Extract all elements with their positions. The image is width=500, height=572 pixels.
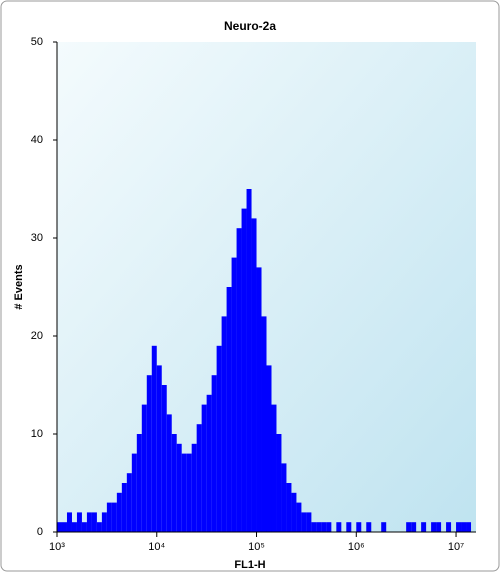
- bar: [81, 522, 87, 532]
- bar: [71, 522, 77, 532]
- bar: [231, 257, 237, 532]
- bar: [411, 522, 417, 532]
- bar: [181, 453, 187, 532]
- bar: [336, 522, 342, 532]
- bar: [111, 502, 117, 532]
- bar: [86, 512, 92, 532]
- bar: [281, 463, 287, 532]
- bar: [176, 443, 182, 532]
- bar: [66, 512, 72, 532]
- y-axis-label: # Events: [13, 264, 25, 309]
- bar: [346, 522, 352, 532]
- bar: [61, 522, 67, 532]
- bar: [101, 512, 107, 532]
- bar: [291, 492, 297, 532]
- bar: [151, 345, 157, 532]
- bar: [76, 512, 82, 532]
- y-tick-label: 50: [31, 36, 43, 48]
- bar: [121, 483, 127, 532]
- bar: [271, 404, 277, 532]
- bar: [276, 434, 282, 532]
- bar: [406, 522, 412, 532]
- bar: [286, 483, 292, 532]
- bar: [301, 512, 307, 532]
- bar: [126, 473, 132, 532]
- bar: [356, 522, 362, 532]
- bar: [256, 267, 262, 532]
- bar: [456, 522, 462, 532]
- y-tick-label: 10: [31, 428, 43, 440]
- bar: [57, 522, 62, 532]
- bar: [326, 522, 332, 532]
- chart-title: Neuro-2a: [224, 19, 276, 33]
- bar: [261, 316, 267, 532]
- bar: [196, 424, 202, 532]
- bar: [186, 453, 192, 532]
- bar: [381, 522, 387, 532]
- y-tick-label: 0: [37, 526, 43, 538]
- bar: [241, 208, 247, 532]
- bar: [311, 522, 317, 532]
- bar: [306, 512, 312, 532]
- bar: [91, 512, 97, 532]
- bar: [166, 414, 172, 532]
- bar: [421, 522, 427, 532]
- bar: [246, 189, 252, 532]
- bar: [461, 522, 467, 532]
- bar: [136, 434, 142, 532]
- x-tick-label: 10⁶: [348, 541, 365, 553]
- bar: [266, 365, 272, 532]
- bar: [171, 434, 177, 532]
- bar: [316, 522, 322, 532]
- x-tick-label: 10³: [49, 541, 65, 553]
- bar: [221, 316, 227, 532]
- bar: [206, 394, 212, 532]
- bar: [131, 453, 137, 532]
- bar: [161, 385, 167, 532]
- bar: [216, 345, 222, 532]
- bar: [116, 492, 122, 532]
- bar: [436, 522, 442, 532]
- bar: [146, 375, 152, 532]
- bar: [466, 522, 472, 532]
- bar: [141, 404, 147, 532]
- bar: [96, 522, 102, 532]
- x-axis-label: FL1-H: [234, 559, 265, 571]
- bar: [366, 522, 372, 532]
- bar: [296, 502, 302, 532]
- bar: [156, 365, 162, 532]
- bar: [226, 287, 232, 532]
- bar: [446, 522, 452, 532]
- bar: [321, 522, 327, 532]
- y-tick-label: 30: [31, 232, 43, 244]
- x-tick-label: 10⁷: [448, 541, 464, 553]
- bar: [431, 522, 437, 532]
- bar: [211, 375, 217, 532]
- bar: [106, 502, 112, 532]
- bar: [191, 443, 197, 532]
- bar: [251, 218, 257, 532]
- y-tick-label: 20: [31, 330, 43, 342]
- bar: [201, 404, 207, 532]
- x-tick-label: 10⁴: [148, 541, 165, 553]
- y-tick-label: 40: [31, 134, 43, 146]
- bar: [236, 228, 242, 532]
- x-tick-label: 10⁵: [248, 541, 265, 553]
